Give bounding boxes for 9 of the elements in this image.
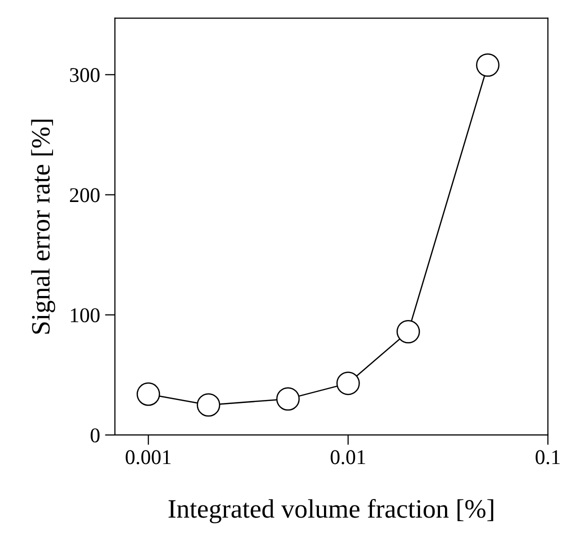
x-tick-label: 0.1: [536, 450, 560, 464]
y-tick-label: 100: [70, 308, 100, 322]
y-tick-label: 200: [70, 188, 100, 202]
x-axis-title: Integrated volume fraction [%]: [168, 499, 494, 524]
y-axis-title: Signal error rate [%]: [31, 120, 56, 334]
y-tick-label: 0: [90, 428, 100, 442]
x-tick-label: 0.001: [126, 450, 171, 464]
y-tick-label: 300: [70, 68, 100, 82]
x-tick-label: 0.01: [330, 450, 366, 464]
